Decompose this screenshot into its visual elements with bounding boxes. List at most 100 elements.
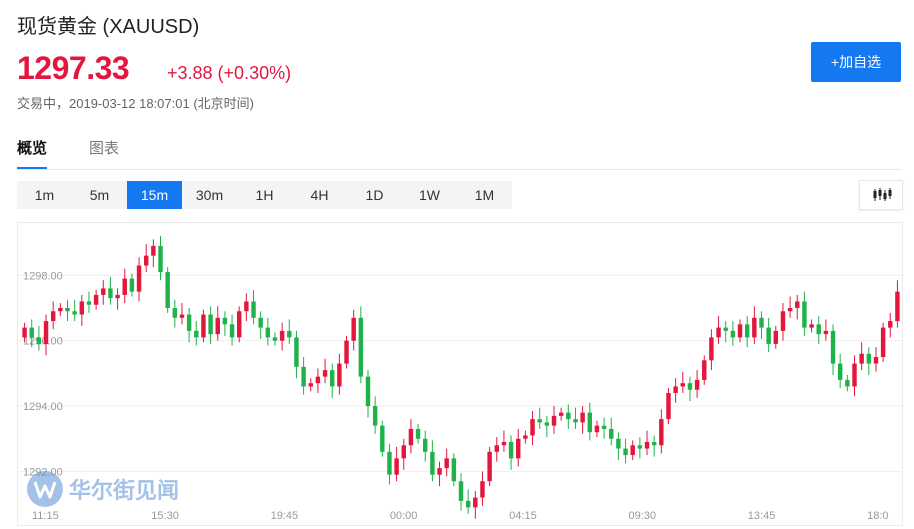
- candle-body: [458, 481, 464, 501]
- candle-body: [573, 419, 578, 423]
- x-tick-label: 19:45: [271, 510, 299, 522]
- candle-body: [65, 307, 70, 312]
- page-title: 现货黄金 (XAUUSD): [17, 16, 200, 38]
- candle-body: [601, 425, 607, 429]
- current-price: 1297.33: [17, 50, 130, 86]
- period-1m[interactable]: 1m: [34, 187, 55, 203]
- price-chart[interactable]: 1298.001296.001294.001292.0011:1515:3019…: [17, 222, 903, 526]
- candle-body: [823, 330, 829, 335]
- candle-body: [186, 314, 192, 331]
- candle-body: [172, 307, 178, 318]
- candle-body: [544, 422, 550, 426]
- period-5m[interactable]: 5m: [89, 187, 110, 203]
- candle-body: [558, 412, 564, 416]
- candle-body: [251, 301, 256, 318]
- candle-body: [487, 451, 492, 482]
- candle-body: [423, 438, 428, 452]
- candle-body: [830, 330, 836, 364]
- candle-body: [315, 376, 321, 384]
- candle-body: [22, 327, 27, 338]
- candle-body: [659, 419, 664, 446]
- candle-body: [723, 327, 728, 331]
- candle-body: [837, 363, 843, 380]
- x-tick-label: 13:45: [748, 510, 776, 522]
- candle-body: [129, 278, 135, 292]
- candle-body: [365, 376, 371, 407]
- x-tick-label: 04:15: [509, 510, 537, 522]
- candle-body: [151, 245, 156, 256]
- candle-body: [179, 314, 185, 318]
- tab-chart[interactable]: 图表: [89, 140, 120, 157]
- candle-body: [444, 458, 449, 469]
- candle-body: [158, 245, 163, 273]
- watermark: 华尔街见闻: [25, 468, 205, 510]
- y-tick-label: 1298.00: [23, 270, 63, 282]
- candle-body: [644, 442, 650, 449]
- candle-body: [322, 370, 328, 377]
- candle-body: [694, 379, 700, 390]
- candle-body: [194, 330, 199, 338]
- period-1d[interactable]: 1D: [365, 187, 384, 203]
- period-30m[interactable]: 30m: [195, 187, 224, 203]
- candle-body: [594, 425, 600, 433]
- candle-body: [236, 311, 242, 338]
- tab-overview[interactable]: 概览: [17, 137, 48, 169]
- candle-body: [537, 419, 542, 423]
- candle-body: [229, 324, 235, 338]
- candle-body: [79, 301, 85, 315]
- x-tick-label: 09:30: [629, 510, 657, 522]
- x-tick-label: 15:30: [151, 510, 179, 522]
- y-tick-label: 1294.00: [23, 401, 63, 413]
- candlestick-icon: [873, 188, 892, 201]
- candle-body: [623, 448, 628, 456]
- period-15m[interactable]: 15m: [127, 181, 182, 209]
- candle-body: [294, 337, 299, 367]
- candle-body: [566, 412, 571, 420]
- candle-body: [451, 458, 457, 482]
- candle-body: [759, 317, 764, 328]
- candle-body: [430, 451, 435, 475]
- candle-body: [408, 428, 414, 446]
- candle-body: [480, 481, 485, 498]
- candle-body: [651, 442, 657, 446]
- candle-body: [401, 445, 406, 459]
- candle-body: [394, 458, 399, 475]
- candle-body: [709, 337, 714, 361]
- candle-body: [587, 412, 592, 433]
- candle-body: [494, 445, 499, 452]
- add-to-watchlist-button[interactable]: +加自选: [811, 42, 901, 82]
- candle-body: [136, 265, 142, 292]
- candle-body: [802, 301, 807, 328]
- chart-type-button[interactable]: [859, 180, 903, 210]
- candlestick-chart: 1298.001296.001294.001292.0011:1515:3019…: [18, 236, 902, 522]
- x-tick-label: 18:0: [867, 510, 888, 522]
- candle-body: [523, 435, 528, 439]
- period-1mo[interactable]: 1M: [474, 187, 495, 203]
- candle-body: [308, 383, 313, 387]
- period-1h[interactable]: 1H: [255, 187, 274, 203]
- candle-body: [337, 363, 342, 387]
- candle-body: [809, 324, 814, 328]
- candle-body: [244, 301, 249, 312]
- candle-body: [50, 311, 56, 322]
- candle-body: [72, 311, 77, 315]
- candle-body: [530, 419, 535, 436]
- candle-body: [702, 360, 707, 380]
- candle-body: [330, 370, 335, 387]
- candle-body: [787, 307, 793, 312]
- candle-body: [730, 330, 736, 338]
- candle-body: [165, 272, 170, 308]
- candle-body: [272, 337, 278, 341]
- candle-body: [108, 288, 113, 299]
- candle-body: [630, 445, 635, 456]
- candle-body: [852, 363, 857, 387]
- period-selector: 1m 5m 15m 30m 1H 4H 1D 1W 1M: [17, 181, 512, 209]
- candle-body: [687, 383, 693, 390]
- candle-body: [201, 314, 206, 338]
- period-4h[interactable]: 4H: [310, 187, 329, 203]
- period-1w[interactable]: 1W: [419, 187, 440, 203]
- candle-body: [845, 379, 850, 387]
- candle-body: [101, 288, 106, 295]
- watermark-text: 华尔街见闻: [69, 478, 179, 503]
- candle-body: [301, 366, 306, 387]
